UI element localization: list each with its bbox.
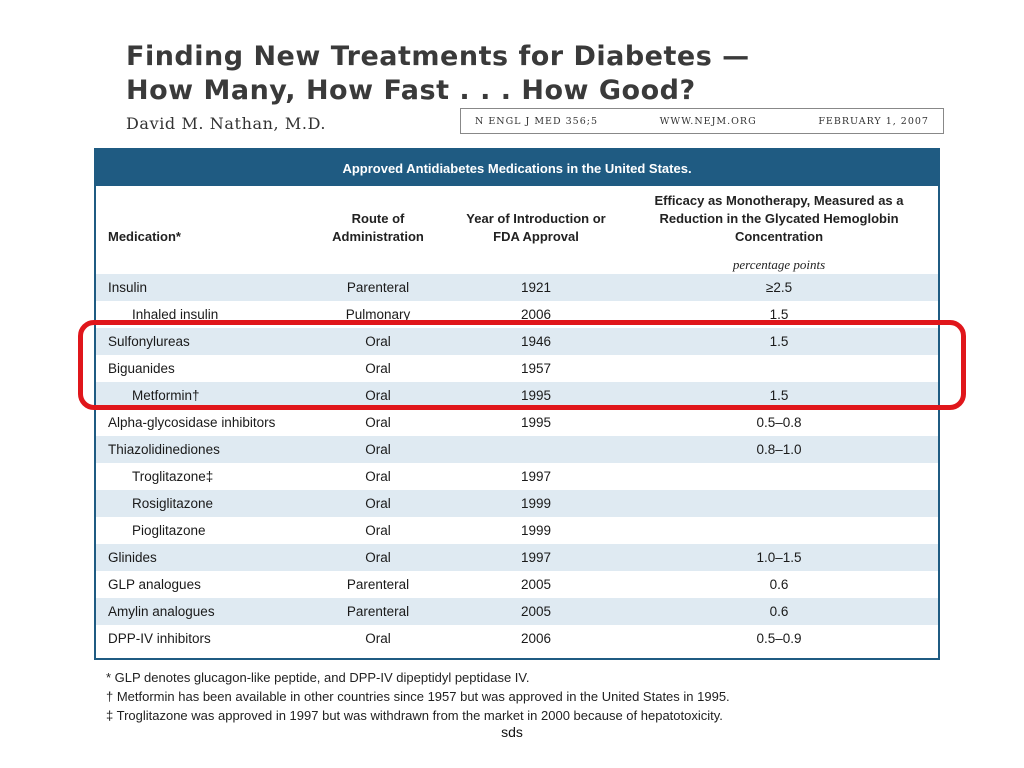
cell-medication: Pioglitazone — [132, 523, 206, 538]
header-year: Year of Introduction or FDA Approval — [466, 211, 606, 244]
cell-route: Parenteral — [346, 280, 410, 295]
cell-year: 2006 — [520, 631, 552, 646]
title-line-2: How Many, How Fast . . . How Good? — [126, 75, 696, 106]
table-column-headers: Medication* Route of Administration Year… — [96, 186, 938, 274]
cell-year: 1921 — [520, 280, 552, 295]
cell-year: 1999 — [520, 523, 552, 538]
table-caption: Approved Antidiabetes Medications in the… — [96, 150, 938, 186]
table-row: Insulin Parenteral 1921 ≥2.5 — [96, 274, 938, 301]
table-row: Inhaled insulin Pulmonary 2006 1.5 — [96, 301, 938, 328]
cell-route: Oral — [365, 361, 391, 376]
cell-medication: Amylin analogues — [108, 604, 215, 619]
cell-efficacy: 1.5 — [769, 388, 789, 403]
cell-efficacy: 0.5–0.9 — [756, 631, 802, 646]
cell-route: Oral — [365, 415, 391, 430]
footnote-3: ‡ Troglitazone was approved in 1997 but … — [106, 708, 723, 723]
cell-medication: DPP-IV inhibitors — [108, 631, 211, 646]
cell-year: 1957 — [520, 361, 552, 376]
table-row: DPP-IV inhibitors Oral 2006 0.5–0.9 — [96, 625, 938, 652]
title-line-1: Finding New Treatments for Diabetes — — [126, 41, 750, 72]
cell-year: 1946 — [520, 334, 552, 349]
header-medication: Medication* — [108, 229, 181, 244]
cell-medication: GLP analogues — [108, 577, 201, 592]
author-name: David M. Nathan, M.D. — [126, 114, 327, 133]
cell-medication: Biguanides — [108, 361, 175, 376]
footer-text: sds — [501, 724, 523, 740]
table-row: Sulfonylureas Oral 1946 1.5 — [96, 328, 938, 355]
header-route: Route of Administration — [332, 211, 424, 244]
cell-efficacy: 0.6 — [769, 604, 789, 619]
table-row: Troglitazone‡ Oral 1997 — [96, 463, 938, 490]
cell-route: Oral — [365, 442, 391, 457]
cell-medication: Sulfonylureas — [108, 334, 190, 349]
cell-year: 2006 — [520, 307, 552, 322]
footnotes: * GLP denotes glucagon-like peptide, and… — [106, 668, 1006, 725]
cell-medication: Insulin — [108, 280, 148, 295]
cell-medication: Troglitazone‡ — [132, 469, 214, 484]
table-row: Thiazolidinediones Oral 0.8–1.0 — [96, 436, 938, 463]
cell-route: Oral — [365, 523, 391, 538]
header-efficacy: Efficacy as Monotherapy, Measured as a R… — [654, 193, 904, 244]
cell-route: Parenteral — [346, 577, 410, 592]
cell-efficacy: 1.5 — [769, 307, 789, 322]
table-row: Biguanides Oral 1957 — [96, 355, 938, 382]
cell-year: 1995 — [520, 415, 552, 430]
cell-route: Oral — [365, 496, 391, 511]
table-row: Pioglitazone Oral 1999 — [96, 517, 938, 544]
medications-table: Approved Antidiabetes Medications in the… — [94, 148, 940, 660]
cell-medication: Inhaled insulin — [132, 307, 219, 322]
footnote-2: † Metformin has been available in other … — [106, 689, 730, 704]
cell-medication: Metformin† — [132, 388, 200, 403]
cell-efficacy: 0.8–1.0 — [756, 442, 802, 457]
cell-year: 1995 — [520, 388, 552, 403]
citation-date: FEBRUARY 1, 2007 — [818, 115, 929, 127]
table-body: Insulin Parenteral 1921 ≥2.5 Inhaled insulin… — [96, 274, 938, 652]
table-row: Metformin† Oral 1995 1.5 — [96, 382, 938, 409]
cell-year: 1997 — [520, 469, 552, 484]
cell-route: Parenteral — [346, 604, 410, 619]
cell-efficacy: 0.5–0.8 — [756, 415, 802, 430]
cell-efficacy: 1.5 — [769, 334, 789, 349]
cell-year: 2005 — [520, 604, 552, 619]
cell-efficacy: ≥2.5 — [765, 280, 793, 295]
article-title: Finding New Treatments for Diabetes — Ho… — [126, 40, 1006, 108]
cell-route: Oral — [365, 550, 391, 565]
cell-efficacy: 0.6 — [769, 577, 789, 592]
cell-efficacy: 1.0–1.5 — [756, 550, 802, 565]
cell-year: 1999 — [520, 496, 552, 511]
cell-medication: Alpha-glycosidase inhibitors — [108, 415, 276, 430]
table-row: Alpha-glycosidase inhibitors Oral 1995 0.5–… — [96, 409, 938, 436]
table-row: GLP analogues Parenteral 2005 0.6 — [96, 571, 938, 598]
cell-year: 1997 — [520, 550, 552, 565]
citation-box: N ENGL J MED 356;5 WWW.NEJM.ORG FEBRUARY… — [460, 108, 944, 134]
table-row: Amylin analogues Parenteral 2005 0.6 — [96, 598, 938, 625]
cell-route: Oral — [365, 388, 391, 403]
table-row: Rosiglitazone Oral 1999 — [96, 490, 938, 517]
cell-year: 2005 — [520, 577, 552, 592]
cell-route: Oral — [365, 334, 391, 349]
cell-medication: Rosiglitazone — [132, 496, 214, 511]
cell-route: Oral — [365, 469, 391, 484]
table-row: Glinides Oral 1997 1.0–1.5 — [96, 544, 938, 571]
cell-medication: Glinides — [108, 550, 157, 565]
header-efficacy-units: percentage points — [732, 257, 826, 272]
citation-website: WWW.NEJM.ORG — [659, 115, 757, 127]
cell-route: Pulmonary — [345, 307, 411, 322]
cell-route: Oral — [365, 631, 391, 646]
footnote-1: * GLP denotes glucagon-like peptide, and… — [106, 670, 530, 685]
citation-journal: N ENGL J MED 356;5 — [475, 115, 599, 127]
cell-medication: Thiazolidinediones — [108, 442, 220, 457]
